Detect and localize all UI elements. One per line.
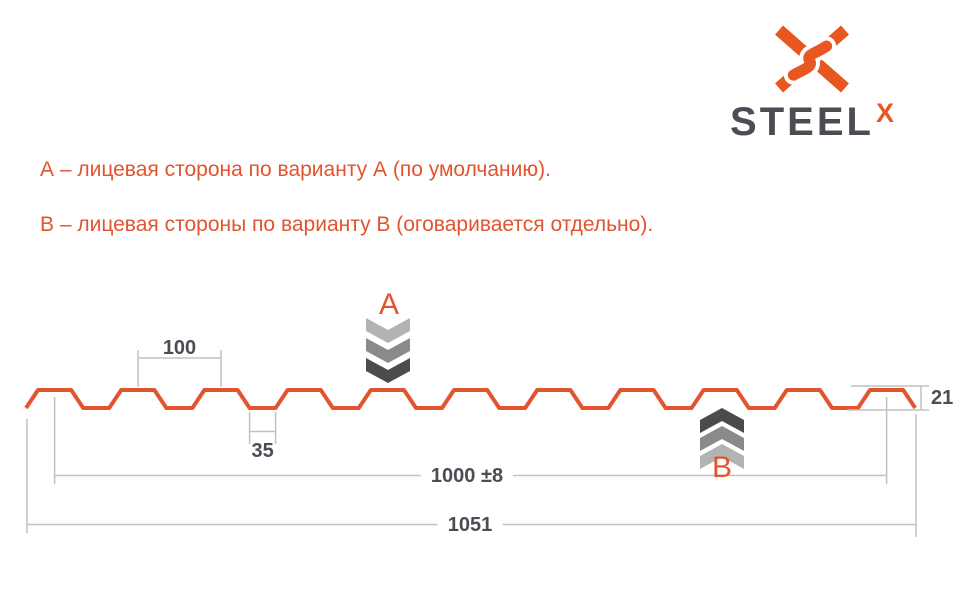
- variant-a-letter: А: [378, 288, 400, 321]
- variant-b-letter: В: [711, 451, 733, 484]
- brand-sup-x: X: [875, 98, 894, 128]
- dim-valley-width-lines: [248, 412, 277, 444]
- dim-useful-width-label: 1000 ±8: [420, 466, 514, 486]
- steelx-logo: STEELX: [704, 22, 920, 142]
- dim-profile-height-label: 21: [931, 387, 954, 409]
- dim-valley-width-label: 35: [251, 440, 274, 462]
- dim-profile-height-lines: [847, 385, 929, 411]
- note-variant-a: А – лицевая сторона по варианту А (по ум…: [40, 158, 551, 181]
- variant-b-chevrons-icon: [700, 408, 744, 469]
- note-variant-b: В – лицевая стороны по варианту В (огова…: [40, 213, 654, 236]
- profile-outline: [24, 388, 917, 410]
- dim-rib-pitch-label: 100: [162, 337, 197, 359]
- brand-wordmark: STEELX: [704, 100, 920, 144]
- steelx-x-mark-icon: [775, 25, 849, 93]
- dim-rib-pitch-lines: [137, 350, 222, 387]
- brand-name: STEEL: [730, 100, 874, 144]
- variant-a-chevrons-icon: [366, 318, 410, 383]
- dim-overall-width-label: 1051: [437, 515, 503, 535]
